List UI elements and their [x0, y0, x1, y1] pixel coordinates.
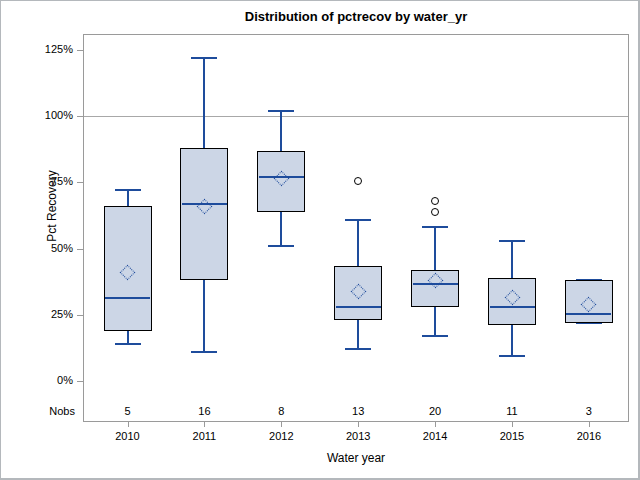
whisker-lower-cap — [345, 348, 371, 350]
x-tick-label: 2015 — [490, 430, 534, 442]
reference-line-100pct — [84, 116, 628, 117]
whisker-lower-stem — [434, 307, 436, 336]
whisker-upper-stem — [357, 220, 359, 266]
nobs-value: 13 — [342, 405, 374, 417]
whisker-upper-stem — [280, 111, 282, 151]
x-tick-mark — [204, 422, 205, 427]
median-line — [566, 313, 611, 315]
x-tick-label: 2014 — [413, 430, 457, 442]
whisker-upper-cap — [191, 57, 217, 59]
x-tick-mark — [589, 422, 590, 427]
x-tick-label: 2016 — [567, 430, 611, 442]
x-axis-label: Water year — [256, 451, 456, 465]
whisker-lower-cap — [191, 351, 217, 353]
y-tick-mark — [77, 315, 83, 316]
y-axis-label: Pct Recovery — [45, 106, 59, 306]
x-tick-mark — [435, 422, 436, 427]
x-tick-label: 2013 — [336, 430, 380, 442]
y-tick-label: 125% — [19, 43, 73, 55]
y-tick-mark — [77, 182, 83, 183]
whisker-upper-cap — [115, 189, 141, 191]
median-line — [490, 306, 535, 308]
y-tick-mark — [77, 381, 83, 382]
y-tick-label: 75% — [19, 175, 73, 187]
nobs-value: 8 — [265, 405, 297, 417]
whisker-lower-cap — [115, 343, 141, 345]
x-tick-mark — [281, 422, 282, 427]
nobs-value: 5 — [112, 405, 144, 417]
nobs-row-label: Nobs — [21, 405, 75, 417]
whisker-upper-cap — [268, 110, 294, 112]
whisker-lower-stem — [511, 325, 513, 355]
whisker-lower-stem — [280, 212, 282, 246]
y-tick-label: 25% — [19, 308, 73, 320]
whisker-upper-stem — [434, 227, 436, 269]
x-tick-mark — [358, 422, 359, 427]
nobs-value: 11 — [496, 405, 528, 417]
y-tick-mark — [77, 116, 83, 117]
median-line — [105, 297, 150, 299]
whisker-upper-stem — [127, 190, 129, 206]
outlier-circle — [431, 208, 439, 216]
whisker-lower-stem — [203, 280, 205, 351]
whisker-upper-stem — [203, 58, 205, 148]
x-tick-mark — [128, 422, 129, 427]
whisker-lower-stem — [357, 320, 359, 349]
whisker-lower-stem — [127, 331, 129, 344]
whisker-upper-cap — [422, 226, 448, 228]
x-tick-label: 2010 — [106, 430, 150, 442]
whisker-lower-cap — [499, 355, 525, 357]
whisker-upper-cap — [345, 219, 371, 221]
whisker-upper-stem — [511, 241, 513, 278]
x-tick-label: 2012 — [259, 430, 303, 442]
plot-frame — [83, 34, 629, 422]
whisker-lower-cap — [422, 335, 448, 337]
whisker-upper-cap — [499, 240, 525, 242]
nobs-value: 16 — [188, 405, 220, 417]
nobs-value: 20 — [419, 405, 451, 417]
y-tick-mark — [77, 50, 83, 51]
y-tick-label: 100% — [19, 109, 73, 121]
nobs-value: 3 — [573, 405, 605, 417]
chart-title: Distribution of pctrecov by water_yr — [83, 9, 629, 24]
y-tick-label: 0% — [19, 374, 73, 386]
whisker-lower-cap — [268, 245, 294, 247]
chart-figure: Distribution of pctrecov by water_yr Pct… — [0, 0, 640, 480]
y-tick-label: 50% — [19, 242, 73, 254]
x-tick-label: 2011 — [182, 430, 226, 442]
x-tick-mark — [512, 422, 513, 427]
median-line — [336, 306, 381, 308]
y-tick-mark — [77, 249, 83, 250]
